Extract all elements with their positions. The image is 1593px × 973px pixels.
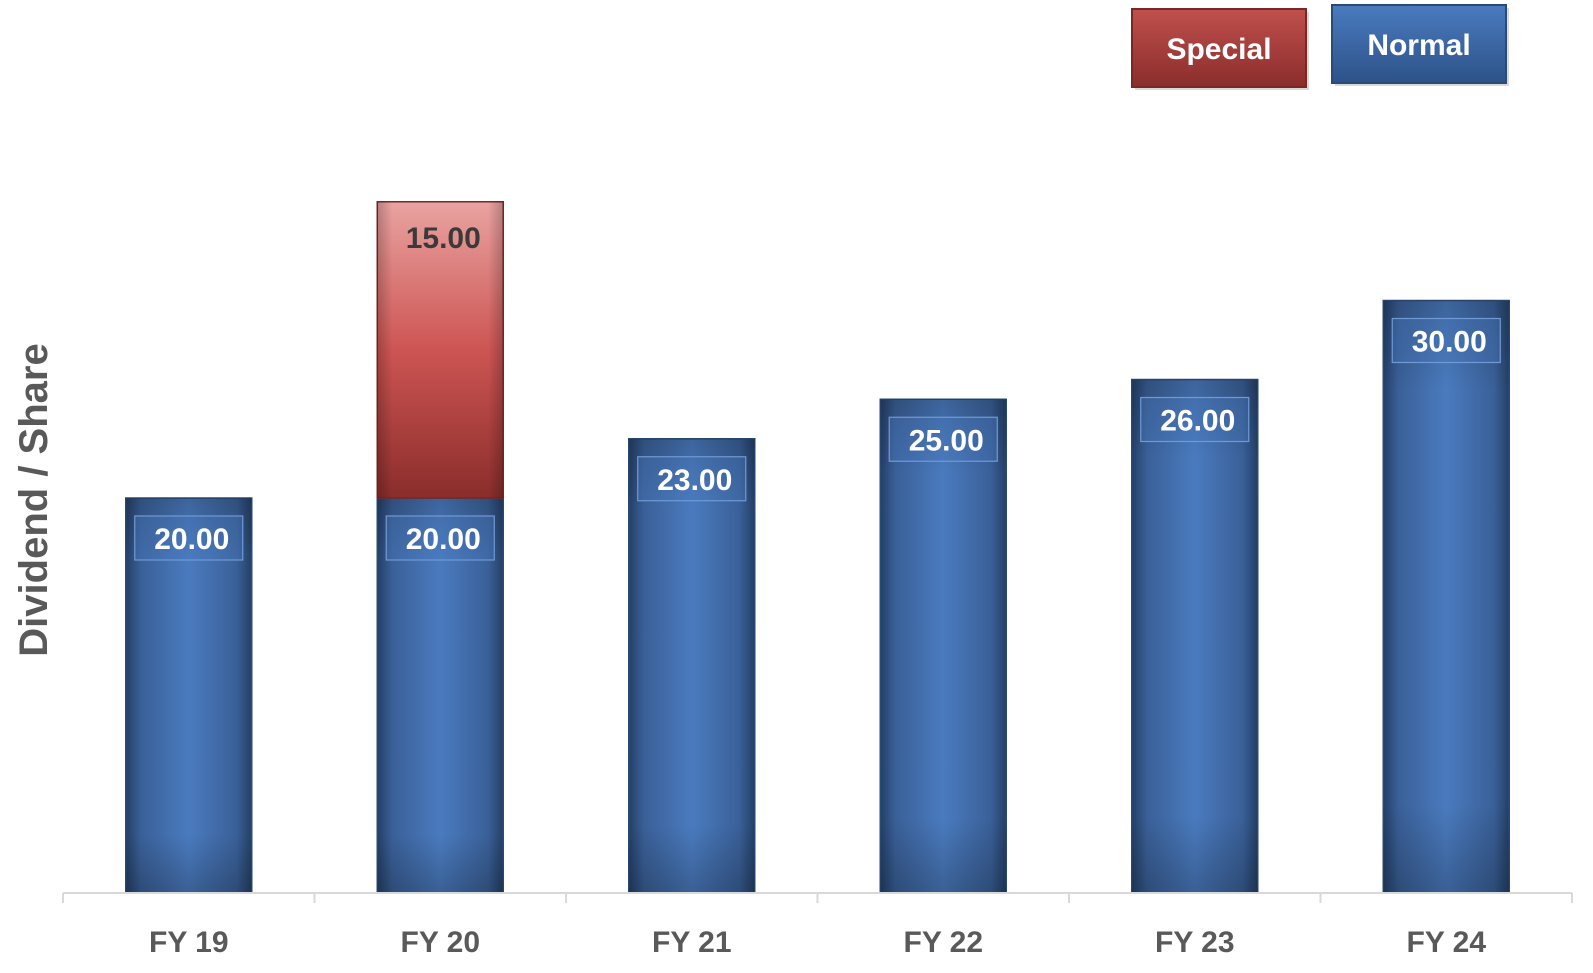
data-label-box bbox=[134, 515, 244, 561]
x-tick-label: FY 23 bbox=[1155, 926, 1235, 959]
bar-normal-fy-21: 23.00 bbox=[628, 438, 756, 894]
data-label-box bbox=[637, 456, 747, 502]
x-tick-label: FY 21 bbox=[652, 926, 732, 959]
data-label-normal: 23.00 bbox=[657, 464, 732, 497]
bar-normal-fy-19: 20.00 bbox=[125, 497, 253, 894]
bar-normal-shade bbox=[377, 498, 504, 893]
data-label-box bbox=[385, 515, 495, 561]
bar-special-shade bbox=[377, 201, 504, 498]
data-label-normal: 30.00 bbox=[1412, 326, 1487, 359]
x-axis: FY 19 FY 20 FY 21 FY 22 FY 23 FY 24 bbox=[62, 892, 1573, 959]
data-label-special: 15.00 bbox=[406, 222, 481, 255]
data-label-box bbox=[1140, 396, 1250, 443]
data-label-normal: 25.00 bbox=[909, 424, 984, 457]
bar-normal-shade bbox=[1131, 379, 1258, 893]
bar-normal-fy-22: 25.00 bbox=[879, 398, 1007, 894]
legend-swatch bbox=[1331, 4, 1507, 84]
bar-normal-shade bbox=[1383, 300, 1510, 893]
bar-normal-shade bbox=[880, 399, 1007, 893]
bar-normal-fy-24: 30.00 bbox=[1382, 299, 1510, 894]
x-tick-label: FY 19 bbox=[149, 926, 229, 959]
x-tick-label: FY 22 bbox=[904, 926, 984, 959]
x-tick-label: FY 20 bbox=[401, 926, 481, 959]
data-label-normal: 26.00 bbox=[1160, 405, 1235, 438]
bar-normal-shade bbox=[125, 498, 252, 893]
data-label-normal: 20.00 bbox=[154, 523, 229, 556]
data-label-box bbox=[888, 416, 998, 462]
y-axis-title: Dividend / Share bbox=[12, 343, 56, 656]
legend-item-special: Special bbox=[1131, 8, 1309, 90]
bar-normal-fy-20: 20.00 bbox=[376, 497, 504, 894]
legend-label: Special bbox=[1166, 33, 1271, 66]
bar-normal-shade bbox=[628, 438, 755, 893]
data-label-normal: 20.00 bbox=[406, 523, 481, 556]
legend: Special Normal bbox=[1131, 4, 1509, 90]
legend-label: Normal bbox=[1367, 29, 1470, 62]
bars-layer: 20.00 20.00 15.00 23.00 25.00 26.00 30.00 bbox=[125, 201, 1510, 894]
x-tick-label: FY 24 bbox=[1407, 926, 1487, 959]
bar-special-fy-20: 15.00 bbox=[376, 201, 504, 499]
data-label-box bbox=[1391, 317, 1501, 364]
legend-item-normal: Normal bbox=[1331, 4, 1509, 86]
bar-normal-fy-23: 26.00 bbox=[1131, 378, 1259, 894]
legend-swatch bbox=[1131, 8, 1307, 88]
